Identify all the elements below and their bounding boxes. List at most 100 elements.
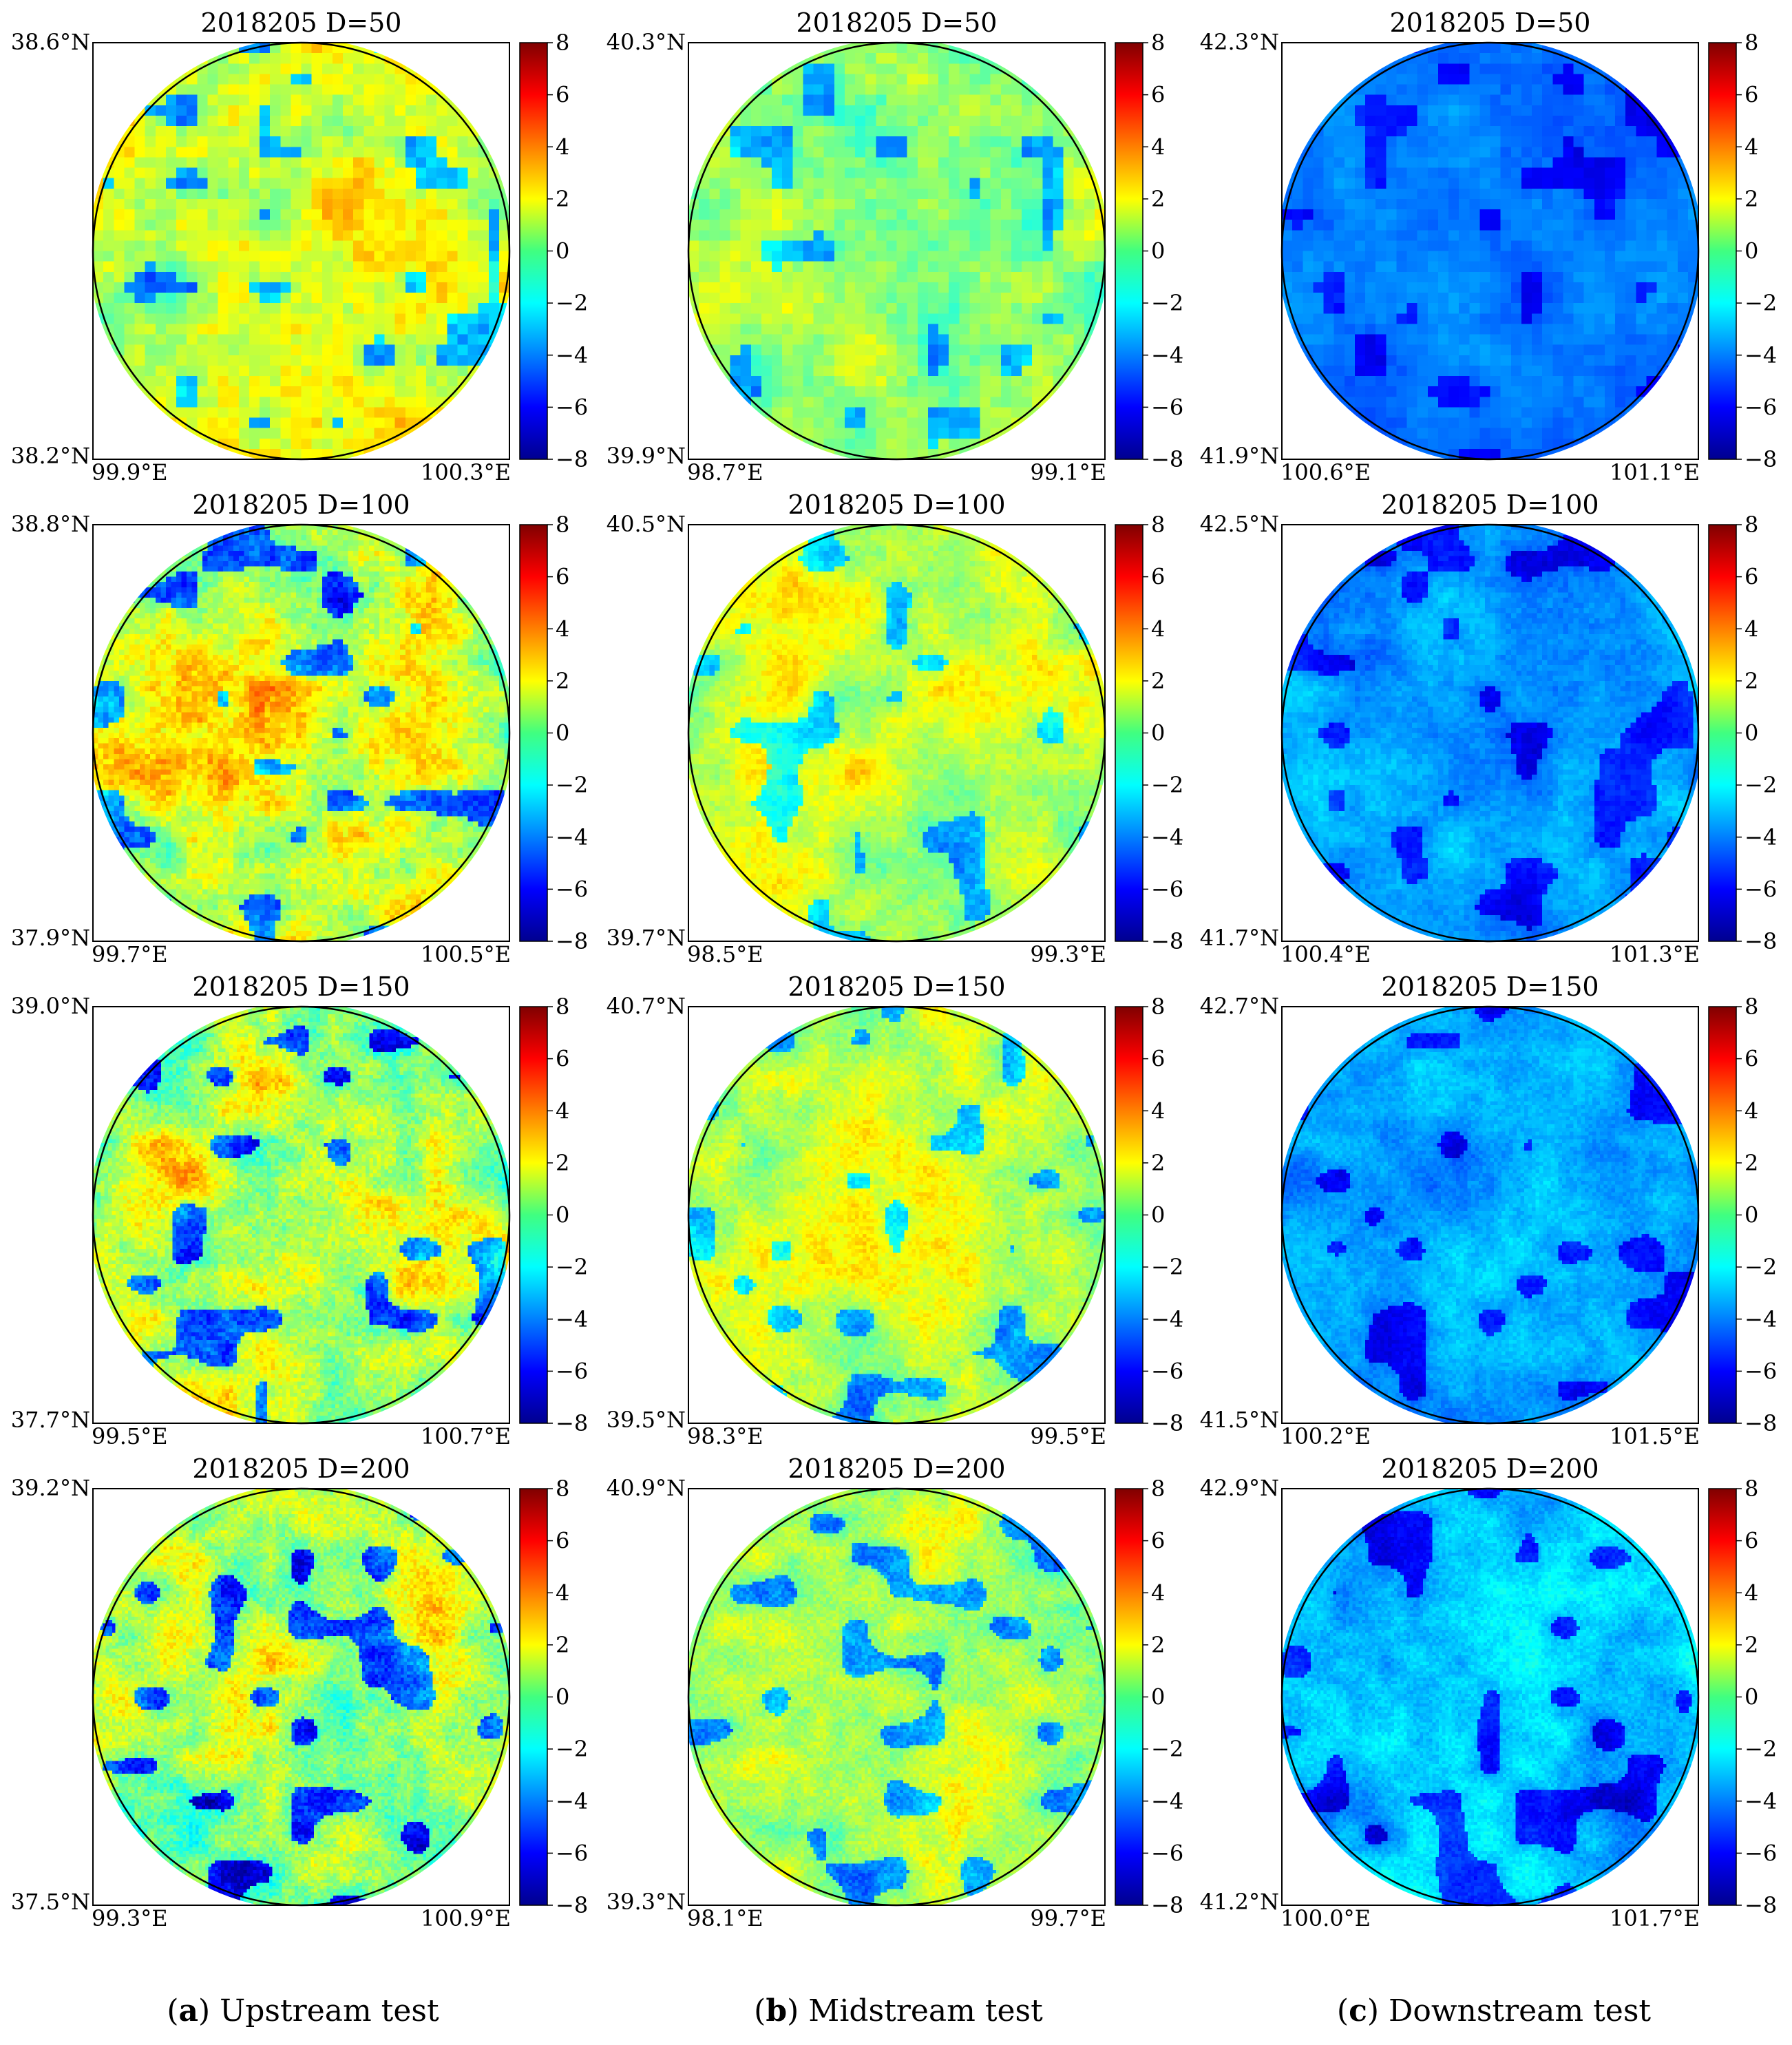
panel-title: 2018205 D=200 xyxy=(788,1454,1005,1484)
lat-bottom-label: 37.7°N xyxy=(11,1407,90,1433)
lat-bottom-label: 38.2°N xyxy=(11,443,90,469)
colorbar-tick-label: 8 xyxy=(1151,30,1165,56)
colorbar xyxy=(1115,1006,1143,1424)
lat-top-label: 42.3°N xyxy=(1200,29,1279,55)
map-panel: 2018205 D=150 40.7°N 39.5°N98.3°E 99.5°E 8 6 4… xyxy=(607,972,1183,1449)
lat-top-label: 40.5°N xyxy=(607,511,686,537)
colorbar-tick-label: 6 xyxy=(1151,82,1165,108)
study-area-circle xyxy=(92,1005,511,1425)
panel-title: 2018205 D=200 xyxy=(192,1454,410,1484)
colorbar-tick-label: 6 xyxy=(1744,564,1758,590)
column-caption: (b) Midstream test xyxy=(754,1993,1043,2028)
colorbar-tick-label: 0 xyxy=(1744,1684,1758,1710)
lat-bottom-label: 39.9°N xyxy=(607,443,686,469)
colorbar-tick-label: 8 xyxy=(1151,1476,1165,1502)
colorbar-tick-label: −6 xyxy=(1151,1840,1183,1866)
colorbar-tick-label: 4 xyxy=(1151,134,1165,160)
colorbar-tick-label: −8 xyxy=(556,928,588,954)
colorbar-tick-label: 4 xyxy=(1744,616,1758,642)
colorbar-tick-label: −4 xyxy=(556,1788,588,1814)
colorbar-tick-label: −2 xyxy=(1151,1736,1183,1762)
lat-top-label: 39.2°N xyxy=(11,1475,90,1501)
lat-bottom-label: 39.5°N xyxy=(607,1407,686,1433)
heatmap-image xyxy=(93,1489,509,1905)
heatmap-image xyxy=(1282,1007,1698,1423)
column-captions: (a) Upstream test (b) Midstream test (c) D… xyxy=(167,1993,1651,2028)
heatmap-image xyxy=(688,43,1105,459)
colorbar-tick-label: 4 xyxy=(556,1580,569,1606)
lat-bottom-label: 37.9°N xyxy=(11,925,90,951)
panel-title: 2018205 D=50 xyxy=(797,8,998,38)
colorbar-tick-label: 2 xyxy=(556,1150,569,1176)
colorbar-tick-label: −6 xyxy=(1744,1358,1777,1384)
colorbar-tick-label: −2 xyxy=(1151,290,1183,316)
colorbar-tick-label: 8 xyxy=(1744,1476,1758,1502)
colorbar-tick-label: 6 xyxy=(556,1046,569,1072)
heatmap-image xyxy=(1282,1489,1698,1905)
colorbar xyxy=(1708,1006,1737,1424)
lon-right-label: 100.7°E xyxy=(421,1423,511,1449)
colorbar-tick-label: 2 xyxy=(1151,186,1165,212)
colorbar-tick-label: 0 xyxy=(1744,1202,1758,1228)
colorbar-tick-label: 2 xyxy=(1744,186,1758,212)
colorbar-tick-label: 6 xyxy=(1151,564,1165,590)
colorbar-tick-label: 8 xyxy=(556,512,569,538)
colorbar xyxy=(1708,524,1737,942)
colorbar-tick-label: −2 xyxy=(1744,1736,1777,1762)
colorbar-tick-label: −8 xyxy=(556,446,588,472)
colorbar-tick-label: 4 xyxy=(1151,616,1165,642)
lon-right-label: 101.3°E xyxy=(1610,941,1700,967)
colorbar-tick-label: −8 xyxy=(1151,446,1183,472)
study-area-circle xyxy=(1280,1005,1700,1425)
lon-right-label: 101.7°E xyxy=(1610,1905,1700,1931)
study-area-circle xyxy=(687,41,1106,461)
study-area-circle xyxy=(687,1487,1106,1907)
colorbar xyxy=(1708,1488,1737,1906)
colorbar-tick-label: 0 xyxy=(1151,1684,1165,1710)
lat-top-label: 38.6°N xyxy=(11,29,90,55)
colorbar-tick-label: 6 xyxy=(1151,1046,1165,1072)
colorbar-tick-label: −4 xyxy=(1744,1306,1777,1332)
heatmap-image xyxy=(93,1007,509,1423)
colorbar-tick-label: 4 xyxy=(556,1098,569,1124)
colorbar-tick-label: 4 xyxy=(1151,1580,1165,1606)
colorbar-tick-label: 6 xyxy=(556,82,569,108)
colorbar-tick-label: 2 xyxy=(1151,1150,1165,1176)
colorbar-tick-label: 8 xyxy=(1151,994,1165,1020)
panel-title: 2018205 D=50 xyxy=(1390,8,1591,38)
colorbar-tick-label: 0 xyxy=(1744,238,1758,264)
lon-left-label: 98.3°E xyxy=(687,1423,763,1449)
lat-bottom-label: 41.2°N xyxy=(1200,1889,1279,1915)
study-area-circle xyxy=(1280,1487,1700,1907)
panel-title: 2018205 D=100 xyxy=(1381,490,1599,520)
colorbar-tick-label: 6 xyxy=(1151,1528,1165,1554)
colorbar-tick-label: −4 xyxy=(1151,342,1183,368)
map-panel: 2018205 D=150 39.0°N 37.7°N99.5°E 100.7°E 8 6… xyxy=(11,972,588,1449)
lat-bottom-label: 41.5°N xyxy=(1200,1407,1279,1433)
lat-top-label: 40.9°N xyxy=(607,1475,686,1501)
panel-title: 2018205 D=150 xyxy=(1381,972,1599,1002)
colorbar-tick-label: −4 xyxy=(556,824,588,850)
colorbar-tick-label: 2 xyxy=(1744,668,1758,694)
lon-left-label: 99.3°E xyxy=(92,1905,168,1931)
heatmap-image xyxy=(1282,525,1698,941)
colorbar-tick-label: −8 xyxy=(1744,1410,1777,1436)
lat-top-label: 40.7°N xyxy=(607,993,686,1019)
map-panel: 2018205 D=100 38.8°N 37.9°N99.7°E 100.5°E 8 6… xyxy=(11,490,588,967)
colorbar-tick-label: −8 xyxy=(556,1410,588,1436)
colorbar-tick-label: −4 xyxy=(1151,1788,1183,1814)
colorbar-tick-label: −6 xyxy=(1744,876,1777,902)
colorbar xyxy=(519,524,548,942)
colorbar-tick-label: −8 xyxy=(1744,446,1777,472)
lon-right-label: 99.7°E xyxy=(1030,1905,1106,1931)
lat-bottom-label: 41.9°N xyxy=(1200,443,1279,469)
colorbar-tick-label: 2 xyxy=(1744,1150,1758,1176)
heatmap-image xyxy=(93,43,509,459)
study-area-circle xyxy=(1280,41,1700,461)
colorbar-tick-label: 0 xyxy=(1744,720,1758,746)
colorbar-tick-label: 6 xyxy=(1744,1528,1758,1554)
colorbar-tick-label: −6 xyxy=(556,876,588,902)
